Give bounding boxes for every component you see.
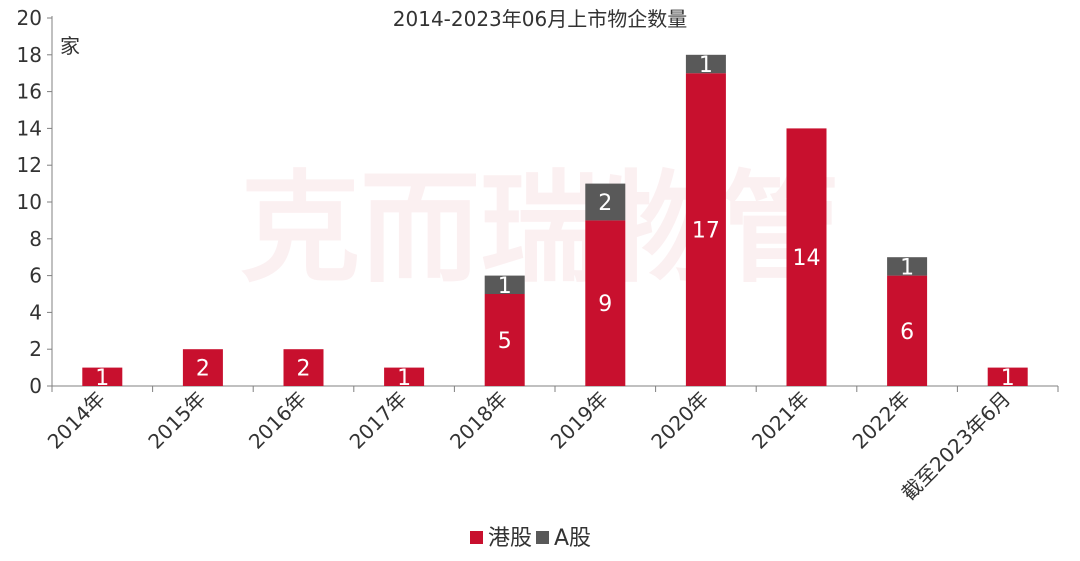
y-tick-label: 18 (17, 43, 42, 67)
y-tick-label: 4 (29, 300, 42, 324)
y-tick-label: 2 (29, 337, 42, 361)
legend-swatch-hk (470, 531, 483, 544)
bar-hk-segment (887, 275, 928, 386)
x-category-label: 2019年 (546, 387, 613, 454)
legend-swatch-a (536, 531, 549, 544)
bar-value-label: 2 (598, 191, 612, 216)
bar-hk-segment (484, 294, 525, 386)
x-category-label: 2020年 (646, 387, 713, 454)
bar-value-label: 2 (297, 357, 311, 382)
bar-value-label: 17 (692, 219, 720, 244)
legend-label-hk: 港股 (488, 526, 532, 551)
chart-title: 2014-2023年06月上市物企数量 (393, 7, 687, 31)
y-tick-label: 10 (17, 190, 42, 214)
bar-a-segment (887, 257, 928, 276)
bar-hk-segment (283, 349, 324, 386)
bar-value-label: 1 (1001, 366, 1015, 391)
legend-label-a: A股 (554, 526, 591, 551)
x-category-label: 2018年 (445, 387, 512, 454)
bar-value-label: 1 (699, 53, 713, 78)
x-category-label: 2015年 (143, 387, 210, 454)
x-category-label: 2016年 (244, 387, 311, 454)
y-tick-label: 20 (17, 6, 42, 30)
bar-hk-segment (987, 367, 1028, 386)
bar-value-label: 1 (397, 366, 411, 391)
bar-value-label: 1 (498, 274, 512, 299)
bar-hk-segment (182, 349, 223, 386)
x-category-label: 2014年 (43, 387, 110, 454)
bar-value-label: 1 (95, 366, 109, 391)
bar-hk-segment (585, 220, 626, 386)
bar-value-label: 14 (793, 246, 821, 271)
bar-value-label: 9 (598, 292, 612, 317)
bar-a-segment (585, 183, 626, 221)
x-category-label: 2017年 (345, 387, 412, 454)
x-category-label: 截至2023年6月 (897, 387, 1016, 506)
y-tick-label: 12 (17, 153, 42, 177)
bar-hk-segment (384, 367, 425, 386)
bar-value-label: 2 (196, 357, 210, 382)
x-category-label: 2022年 (848, 387, 915, 454)
bar-value-label: 5 (498, 329, 512, 354)
x-category-label: 2021年 (747, 387, 814, 454)
bar-hk-segment (685, 73, 726, 386)
y-tick-label: 14 (17, 116, 42, 140)
bar-value-label: 1 (900, 255, 914, 280)
watermark: 克而瑞物管 (240, 160, 840, 299)
y-tick-label: 8 (29, 227, 42, 251)
bar-value-label: 6 (900, 320, 914, 345)
bar-hk-segment (786, 128, 827, 386)
y-axis-unit-label: 家 (60, 34, 80, 58)
y-tick-label: 0 (29, 374, 42, 398)
y-tick-label: 6 (29, 264, 42, 288)
bar-a-segment (685, 54, 726, 74)
bar-hk-segment (82, 367, 123, 386)
y-tick-label: 16 (17, 80, 42, 104)
bar-a-segment (484, 275, 525, 294)
chart-legend: 港股 A股 (470, 526, 591, 551)
